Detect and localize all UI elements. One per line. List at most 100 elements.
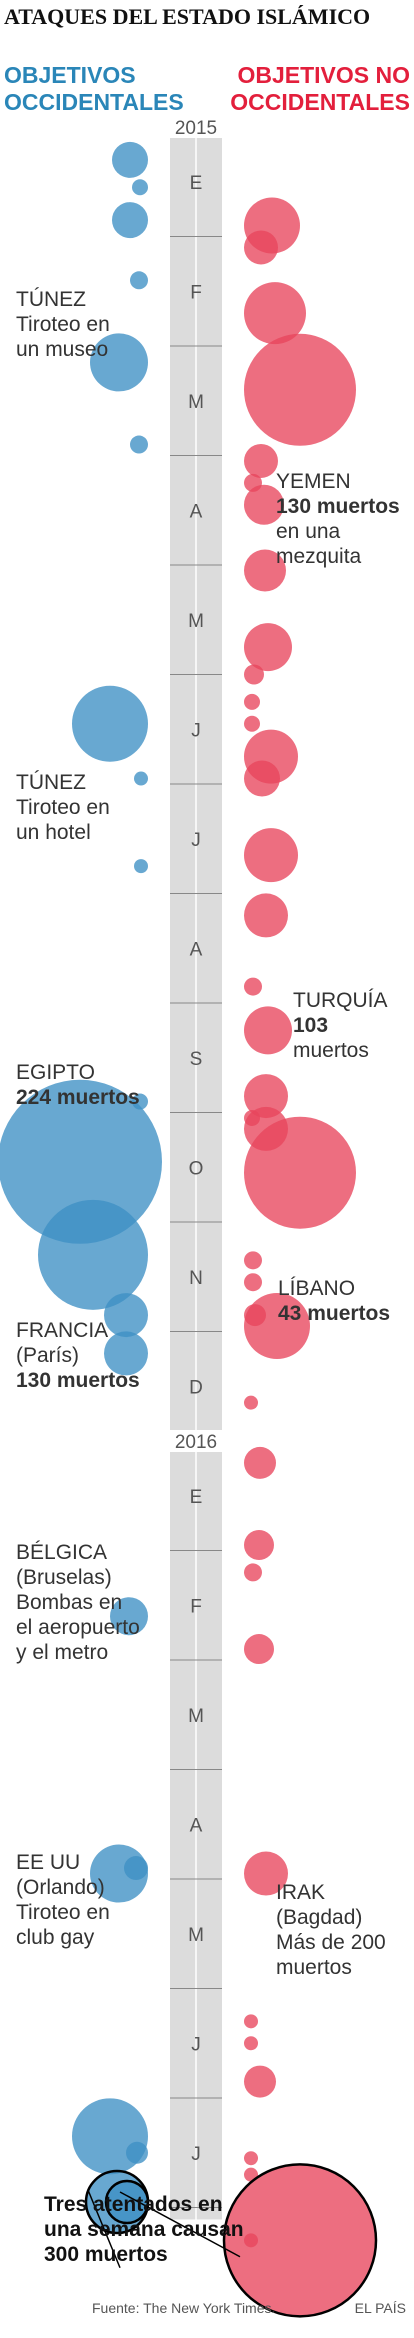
annotation-line: mezquita <box>276 545 362 568</box>
bubble-non-west <box>224 2164 376 2317</box>
bubble-non-west <box>244 1293 310 1360</box>
month-label: M <box>188 611 204 632</box>
year-label: 2015 <box>175 118 217 139</box>
annotation-line: y el metro <box>16 1641 109 1664</box>
month-label: O <box>189 1158 204 1179</box>
month-label: D <box>189 1377 203 1398</box>
category-west-label: OBJETIVOS OCCIDENTALES <box>4 62 184 116</box>
bubble-non-west <box>244 1109 260 1126</box>
bubble-west <box>110 1597 148 1636</box>
category-west-line: OCCIDENTALES <box>4 89 184 115</box>
bubble-non-west <box>244 1251 262 1270</box>
annotation-line: club gay <box>16 1926 95 1949</box>
leader-line <box>119 2191 241 2258</box>
bubble-non-west <box>244 623 292 672</box>
annotation-line: (Orlando) <box>16 1876 105 1899</box>
bubble-non-west <box>244 2036 258 2051</box>
bubbles <box>0 141 376 2317</box>
bubble-non-west <box>244 230 278 265</box>
annotation-line: EE UU <box>16 1851 81 1874</box>
annotation: TURQUÍA 103 muertos <box>293 988 388 1063</box>
category-nonwest-line: OCCIDENTALES <box>230 89 410 115</box>
bubble-west <box>112 202 148 239</box>
bubble-non-west <box>244 1273 262 1292</box>
highlight-ring <box>222 2163 378 2318</box>
bubble-non-west <box>244 715 260 732</box>
annotation-line: TÚNEZ <box>16 771 86 794</box>
bubble-non-west <box>244 2233 258 2248</box>
bubble-west <box>130 435 148 454</box>
bubble-west <box>126 2141 148 2164</box>
annotation-line: BÉLGICA <box>16 1541 108 1564</box>
annotation-line: TURQUÍA <box>293 989 388 1012</box>
annotation-line: 130 muertos <box>276 495 400 518</box>
bubble-non-west <box>244 282 306 345</box>
annotation: YEMEN 130 muertos en una mezquita <box>276 469 400 569</box>
annotation-line: un hotel <box>16 821 91 844</box>
bubble-non-west <box>244 760 280 797</box>
bubble-west <box>38 1199 148 1310</box>
bubble-non-west <box>244 1395 258 1410</box>
month-label: E <box>190 1487 203 1508</box>
bubble-non-west <box>244 549 286 592</box>
bubble-non-west <box>244 1563 262 1582</box>
category-west-line: OBJETIVOS <box>4 62 136 88</box>
annotation-line: 103 <box>293 1014 329 1037</box>
bubble-non-west <box>244 893 288 938</box>
annotation-line: Tiroteo en <box>16 313 110 336</box>
annotation: EE UU (Orlando) Tiroteo en club gay <box>16 1850 110 1950</box>
bubble-non-west <box>244 693 260 710</box>
month-label: F <box>190 282 202 303</box>
month-label: M <box>188 392 204 413</box>
bubble-west <box>72 685 148 762</box>
bubble-non-west <box>244 2151 258 2166</box>
annotation-line: TÚNEZ <box>16 288 86 311</box>
source-text: Fuente: The New York Times. <box>92 2300 276 2316</box>
bubble-non-west <box>244 484 284 525</box>
month-label: J <box>191 2144 201 2165</box>
bubble-west <box>104 1293 148 1338</box>
bubble-non-west <box>244 1530 274 1561</box>
annotation-line: FRANCIA <box>16 1319 109 1342</box>
month-label: A <box>190 939 203 960</box>
annotation-line: muertos <box>293 1039 369 1062</box>
bubble-non-west <box>244 333 356 446</box>
timeline-axis: E F M A M J J A S O N D E F M A M J J 2015 2016 <box>170 116 222 2220</box>
annotation-line: un museo <box>16 338 109 361</box>
summary-note: Tres atentados en una semana causan 300 … <box>44 2192 244 2267</box>
bubble-west <box>90 333 148 392</box>
annotation-line: 224 muertos <box>16 1086 140 1109</box>
annotation-line: YEMEN <box>276 470 351 493</box>
month-label: A <box>190 1815 203 1836</box>
month-label: J <box>191 720 201 741</box>
annotation-line: Tiroteo en <box>16 796 110 819</box>
summary-note-line: Tres atentados en <box>44 2193 223 2216</box>
bubble-west <box>134 771 148 786</box>
bubble-non-west <box>244 443 278 478</box>
annotation-line: (París) <box>16 1344 79 1367</box>
month-label: J <box>191 830 201 851</box>
highlight-ring <box>104 2179 150 2225</box>
month-label: S <box>190 1049 203 1070</box>
month-label: J <box>191 2034 201 2055</box>
annotation-line: 130 muertos <box>16 1369 140 1392</box>
month-label: E <box>190 173 203 194</box>
annotation-line: EGIPTO <box>16 1061 95 1084</box>
bubble-west <box>112 141 148 178</box>
annotation-line: (Bruselas) <box>16 1566 112 1589</box>
bubble-west <box>130 271 148 290</box>
category-nonwest-label: OBJETIVOS NO OCCIDENTALES <box>230 62 410 116</box>
year-label: 2016 <box>175 1432 217 1453</box>
bubble-west <box>0 1079 162 1244</box>
bubble-west <box>124 1856 148 1881</box>
bubble-non-west <box>244 1446 276 1479</box>
bubble-west <box>106 2181 148 2224</box>
annotation-line: el aeropuerto <box>16 1616 140 1639</box>
annotation: IRAK (Bagdad) Más de 200 muertos <box>276 1880 386 1980</box>
bubble-non-west <box>244 1116 356 1229</box>
bubble-non-west <box>244 2065 276 2098</box>
month-label: N <box>189 1268 203 1289</box>
bubble-non-west <box>244 828 298 883</box>
annotation-line: LÍBANO <box>278 1277 356 1300</box>
annotation-line: (Bagdad) <box>276 1906 363 1929</box>
